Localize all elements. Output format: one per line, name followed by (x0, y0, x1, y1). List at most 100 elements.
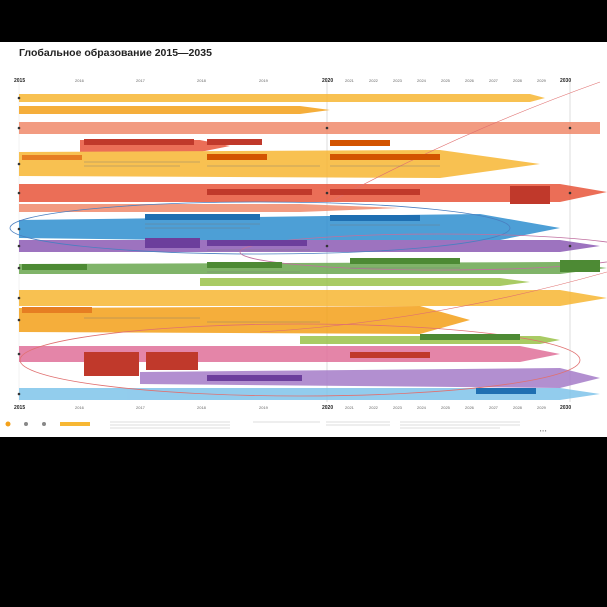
event-box (510, 186, 550, 204)
highlight-ellipses (9, 201, 607, 397)
circle-marker-icon (325, 244, 329, 248)
top-year-label: 2025 (441, 78, 450, 83)
circle-marker-icon (17, 266, 21, 270)
top-year-label: 2024 (417, 78, 426, 83)
stream-green-2 (200, 278, 530, 286)
bottom-year-label: 2015 (14, 405, 26, 411)
event-box (420, 334, 520, 340)
bottom-year-label: 2022 (369, 405, 378, 410)
top-year-label: 2027 (489, 78, 498, 83)
bottom-year-label: 2027 (489, 405, 498, 410)
circle-marker-icon (325, 126, 329, 130)
event-box (330, 140, 390, 146)
event-box (207, 375, 302, 381)
stream-salmon-1 (19, 204, 400, 212)
top-year-label: 2021 (345, 78, 354, 83)
event-box (207, 262, 282, 268)
event-box (207, 189, 312, 195)
circle-marker-icon (568, 126, 572, 130)
event-box (146, 352, 198, 370)
event-box (22, 307, 92, 313)
event-box (330, 189, 420, 195)
stream-orange-3 (19, 150, 540, 178)
ellipse-pink (19, 323, 581, 397)
top-year-label: 2019 (259, 78, 268, 83)
arcs (259, 81, 607, 333)
event-box (145, 214, 260, 220)
event-box (22, 264, 87, 270)
bottom-year-label: 2030 (560, 405, 572, 411)
top-year-label: 2028 (513, 78, 522, 83)
bottom-year-label: 2016 (75, 405, 84, 410)
streams (19, 94, 607, 400)
event-box (145, 238, 200, 248)
circle-marker-icon (17, 392, 21, 396)
stream-blue (19, 214, 560, 244)
bottom-year-label: 2026 (465, 405, 474, 410)
ellipse-purple (239, 233, 607, 271)
bottom-year-label: 2017 (136, 405, 145, 410)
circle-marker-icon (17, 244, 21, 248)
bottom-year-label: 2020 (322, 405, 334, 411)
event-box (207, 240, 307, 246)
event-box (330, 215, 420, 221)
legend-markers (5, 421, 90, 427)
circle-marker-icon (568, 244, 572, 248)
ellipse-blue (9, 201, 511, 255)
bottom-year-label: 2023 (393, 405, 402, 410)
bottom-year-label: 2029 (537, 405, 546, 410)
event-box (476, 388, 536, 394)
poster-title: Глобальное образование 2015—2035 (19, 47, 212, 59)
circle-marker-icon (17, 227, 21, 231)
bottom-year-label: 2021 (345, 405, 354, 410)
top-year-label: 2029 (537, 78, 546, 83)
top-year-label: 2020 (322, 78, 334, 84)
event-box (84, 352, 139, 376)
event-box (330, 154, 440, 160)
top-year-label: 2018 (197, 78, 206, 83)
event-box (350, 352, 430, 358)
top-year-label: 2022 (369, 78, 378, 83)
bottom-year-label: 2028 (513, 405, 522, 410)
partner-logos: ▪ ▪ ▪ (540, 428, 547, 433)
circle-marker-icon (17, 318, 21, 322)
timeline-diagram (5, 81, 607, 429)
stream-violet (140, 368, 600, 388)
event-box (22, 155, 82, 160)
circle-marker-icon (568, 191, 572, 195)
event-box (560, 260, 600, 272)
markers (17, 96, 572, 396)
poster: Глобальное образование 2015—2035 (0, 42, 607, 437)
event-box (350, 258, 460, 264)
stream-green (19, 262, 607, 274)
top-year-label: 2015 (14, 78, 26, 84)
top-year-label: 2030 (560, 78, 572, 84)
stream-orange-4 (19, 290, 607, 306)
stream-red-3 (19, 184, 607, 202)
circle-marker-icon (17, 296, 21, 300)
event-box (207, 139, 262, 145)
circle-marker-icon (17, 96, 21, 100)
stream-lightblue (19, 388, 600, 400)
circle-marker-icon (17, 126, 21, 130)
circle-marker-icon (17, 352, 21, 356)
circle-marker-icon (325, 191, 329, 195)
top-year-label: 2026 (465, 78, 474, 83)
annotation-lines (84, 161, 460, 323)
bottom-year-label: 2019 (259, 405, 268, 410)
event-box (84, 139, 194, 145)
bottom-year-label: 2024 (417, 405, 426, 410)
event-box (207, 154, 267, 160)
bottom-year-label: 2025 (441, 405, 450, 410)
stream-orange-2 (19, 106, 330, 114)
stream-orange-5 (19, 306, 470, 334)
stream-orange-1 (19, 94, 545, 102)
circle-marker-icon (17, 162, 21, 166)
bottom-year-label: 2018 (197, 405, 206, 410)
top-year-label: 2016 (75, 78, 84, 83)
event-boxes (22, 139, 600, 394)
circle-marker-icon (17, 191, 21, 195)
stream-red-1 (19, 122, 600, 134)
top-year-label: 2023 (393, 78, 402, 83)
footer-notes (110, 421, 520, 429)
